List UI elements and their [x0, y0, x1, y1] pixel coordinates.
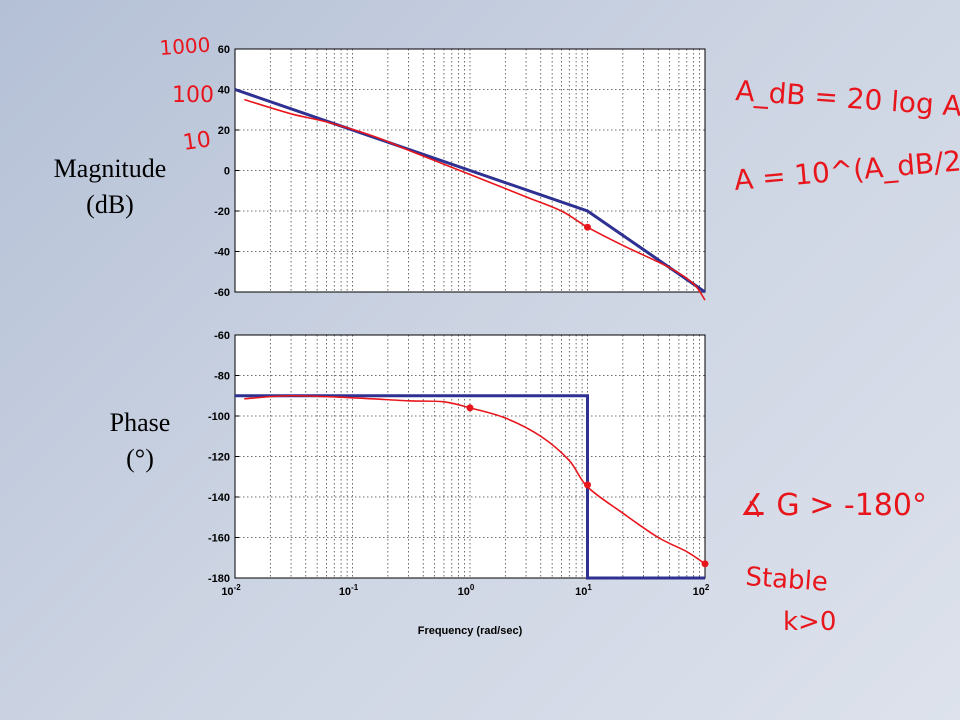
magnitude-ytick-label: 40	[218, 85, 230, 97]
xtick-exponent: 0	[470, 583, 475, 592]
phase-ytick-label: -180	[208, 573, 230, 585]
phase-ytick-label: -120	[208, 452, 230, 464]
note-stable: Stable	[745, 562, 829, 598]
phase-marked-point	[701, 560, 709, 568]
xtick-exponent: -2	[234, 583, 242, 592]
magnitude-marked-point	[584, 223, 591, 231]
xtick-label: 10-2	[221, 583, 241, 598]
phase-ytick-label: -100	[208, 411, 230, 423]
magnitude-ytick-label: 60	[218, 44, 230, 56]
note-phase-condition: ∡ G > -180°	[740, 488, 927, 523]
note-100: 100	[172, 83, 214, 108]
note-1000: 1000	[159, 32, 211, 59]
magnitude-actual-curve	[244, 98, 706, 301]
note-formula-gain: A = 10^(A_dB/20)	[733, 142, 960, 197]
phase-ytick-label: -60	[214, 330, 230, 342]
magnitude-plot: 60 40 20 0 -20 -40 -60	[214, 44, 706, 301]
phase-label-line-2: (°)	[126, 444, 154, 473]
phase-label-line-1: Phase	[109, 408, 171, 437]
xtick-exponent: 2	[705, 583, 710, 592]
magnitude-ytick-label: -20	[214, 206, 230, 218]
x-axis-label: Frequency (rad/sec)	[418, 625, 523, 637]
xtick-label: 101	[575, 583, 592, 598]
magnitude-label-line-2: (dB)	[86, 190, 134, 219]
magnitude-ytick-label: 20	[218, 125, 230, 137]
phase-marked-point	[466, 404, 474, 412]
magnitude-axis-label: Magnitude (dB)	[30, 151, 190, 223]
magnitude-ytick-label: 0	[224, 166, 230, 178]
note-formula-db: A_dB = 20 log A	[735, 74, 960, 123]
xtick-exponent: 1	[587, 583, 592, 592]
phase-axis-label: Phase (°)	[70, 405, 210, 477]
phase-ytick-label: -80	[214, 371, 230, 383]
magnitude-ytick-label: -40	[214, 247, 230, 259]
magnitude-label-line-1: Magnitude	[53, 154, 167, 183]
xtick-label: 10-1	[339, 583, 359, 598]
xtick-label: 100	[458, 583, 475, 598]
phase-ytick-label: -140	[208, 492, 230, 504]
phase-ytick-label: -160	[208, 533, 230, 545]
phase-actual-curve	[244, 394, 706, 565]
note-k-positive: k>0	[783, 607, 836, 637]
note-10: 10	[181, 127, 212, 156]
phase-marked-point	[584, 481, 591, 489]
magnitude-ytick-label: -60	[214, 287, 230, 299]
xtick-exponent: -1	[351, 583, 359, 592]
xtick-label: 102	[693, 583, 710, 598]
